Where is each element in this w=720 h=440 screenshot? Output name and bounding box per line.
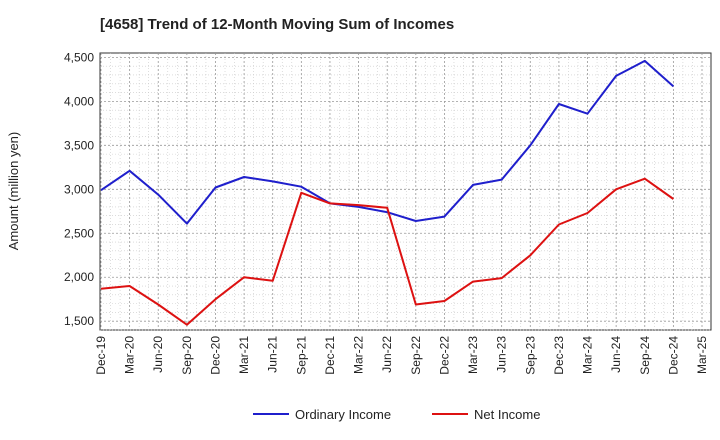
x-tick-label: Jun-23 (495, 336, 509, 373)
x-axis-ticks: Dec-19 Mar-20 Jun-20 Sep-20 Dec-20 Mar-21 Jun-… (94, 336, 709, 375)
x-tick-label: Mar-20 (123, 336, 137, 374)
x-tick-label: Dec-23 (552, 336, 566, 375)
x-tick-label: Mar-21 (237, 336, 251, 374)
series-line-net-income (100, 177, 674, 326)
y-axis-label: Amount (million yen) (6, 132, 21, 251)
y-tick-label: 4,500 (64, 50, 94, 64)
x-tick-label: Dec-24 (666, 336, 680, 375)
y-tick-label: 1,500 (64, 314, 94, 328)
y-axis-ticks: 1,500 2,000 2,500 3,000 3,500 4,000 4,500 (64, 50, 94, 328)
y-tick-label: 2,000 (64, 270, 94, 284)
chart-title: [4658] Trend of 12-Month Moving Sum of I… (100, 16, 454, 33)
x-tick-label: Jun-21 (266, 336, 280, 373)
y-tick-label: 2,500 (64, 226, 94, 240)
x-tick-label: Sep-20 (180, 336, 194, 375)
x-tick-label: Dec-21 (323, 336, 337, 375)
grid (100, 53, 711, 331)
legend-label: Ordinary Income (295, 407, 391, 422)
x-tick-label: Mar-22 (352, 336, 366, 374)
x-tick-label: Sep-23 (523, 336, 537, 375)
x-tick-label: Jun-22 (380, 336, 394, 373)
legend: Ordinary Income Net Income (253, 407, 540, 422)
plot-area (99, 52, 712, 331)
x-tick-label: Sep-21 (294, 336, 308, 375)
y-tick-label: 3,000 (64, 182, 94, 196)
x-tick-label: Jun-24 (609, 336, 623, 373)
legend-item: Ordinary Income (253, 407, 391, 422)
x-tick-label: Dec-19 (94, 336, 108, 375)
x-tick-label: Dec-20 (208, 336, 222, 375)
y-tick-label: 3,500 (64, 138, 94, 152)
x-tick-label: Mar-24 (581, 336, 595, 374)
series-line-ordinary-income (100, 59, 675, 225)
x-tick-label: Jun-20 (151, 336, 165, 373)
x-tick-label: Sep-24 (638, 336, 652, 375)
legend-label: Net Income (474, 407, 540, 422)
series-lines (100, 59, 675, 326)
x-tick-label: Mar-23 (466, 336, 480, 374)
legend-item: Net Income (432, 407, 540, 422)
x-tick-label: Dec-22 (437, 336, 451, 375)
x-tick-label: Mar-25 (695, 336, 709, 374)
x-tick-label: Sep-22 (409, 336, 423, 375)
y-tick-label: 4,000 (64, 94, 94, 108)
